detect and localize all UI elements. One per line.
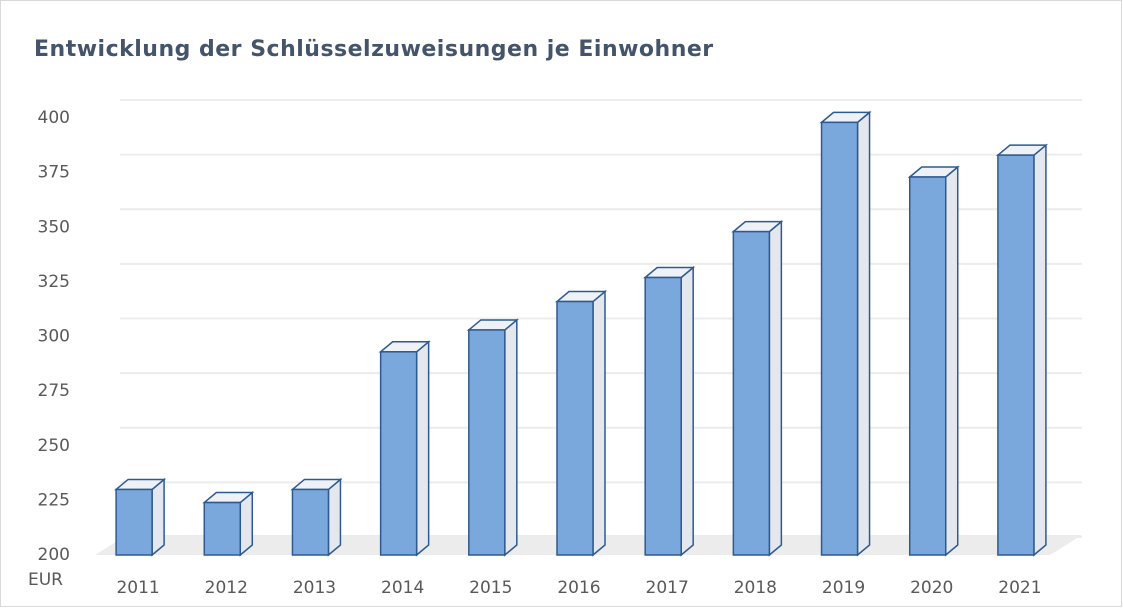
bar-side [415, 340, 430, 557]
y-tick-label: 350 [38, 217, 70, 237]
bar [203, 501, 242, 556]
bar-side [1033, 143, 1047, 557]
x-tick-label: 2015 [469, 578, 512, 598]
bar [291, 488, 330, 556]
bar [997, 154, 1035, 556]
x-tick-label: 2021 [998, 578, 1041, 598]
x-tick-label: 2013 [293, 578, 336, 598]
bar [556, 300, 594, 556]
bar-side [680, 265, 694, 557]
bar-side [944, 165, 959, 557]
bar-side [151, 477, 165, 557]
x-tick-label: 2014 [381, 578, 424, 598]
bar [644, 276, 682, 556]
y-axis-label: EUR [28, 570, 63, 590]
bar-side [856, 110, 871, 557]
x-tick-label: 2011 [116, 578, 159, 598]
bar-side [592, 289, 606, 557]
y-tick-label: 300 [38, 327, 70, 347]
bar-side [768, 220, 783, 557]
bar-side [504, 318, 518, 557]
bar [379, 351, 418, 556]
x-tick-label: 2016 [557, 578, 600, 598]
bar-side [327, 477, 342, 557]
y-tick-label: 375 [38, 163, 70, 183]
y-tick-label: 250 [38, 436, 70, 456]
bar [468, 329, 506, 556]
x-tick-label: 2017 [646, 578, 689, 598]
y-tick-label: 400 [38, 108, 70, 128]
y-tick-label: 275 [38, 381, 70, 401]
y-tick-label: 225 [38, 490, 70, 510]
bar [820, 121, 859, 556]
bar [908, 176, 947, 556]
x-tick-label: 2012 [205, 578, 248, 598]
chart-title: Entwicklung der Schlüsselzuweisungen je … [34, 37, 714, 62]
x-tick-label: 2018 [734, 578, 777, 598]
y-tick-label: 325 [38, 272, 70, 292]
y-tick-label: 200 [38, 545, 70, 565]
x-tick-label: 2019 [822, 578, 865, 598]
x-tick-label: 2020 [910, 578, 953, 598]
bar [732, 230, 771, 556]
bar [115, 488, 153, 556]
